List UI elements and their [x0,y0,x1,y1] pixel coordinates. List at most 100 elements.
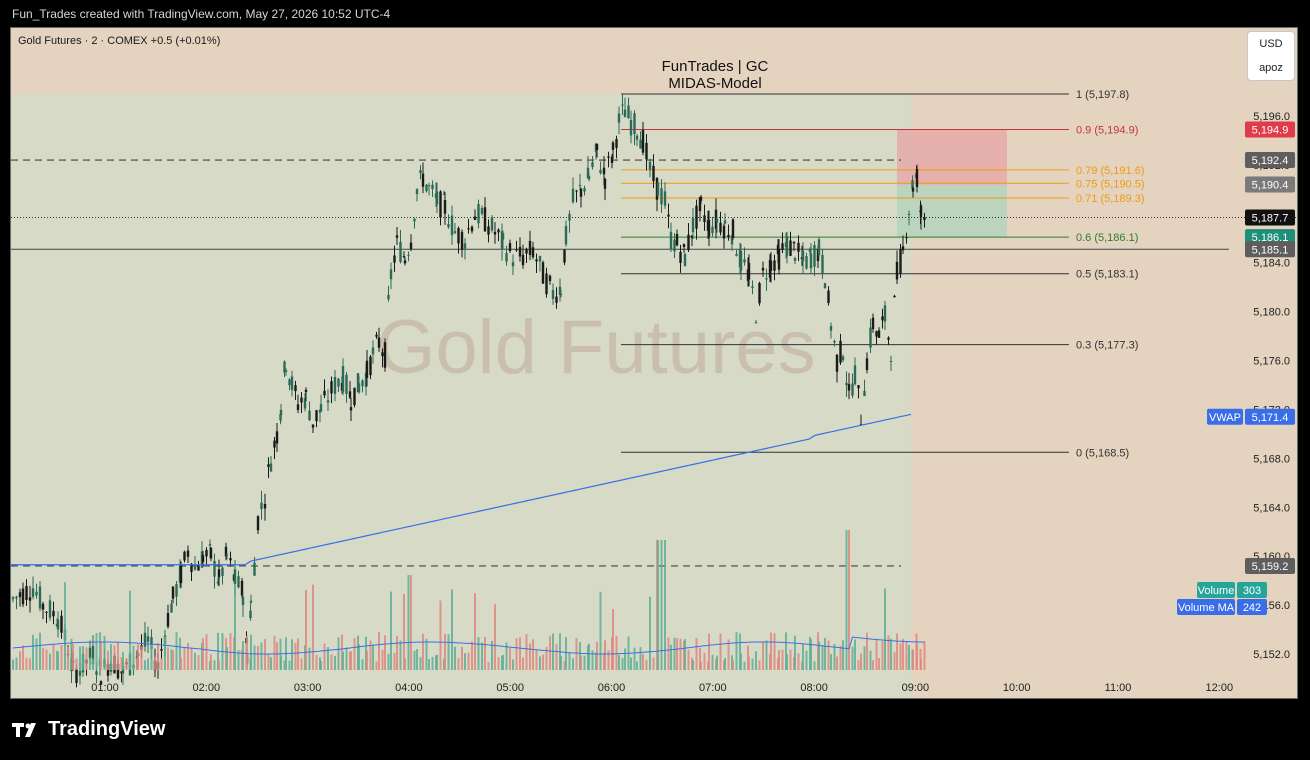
y-axis-tick-label: 5,176.0 [1253,356,1290,368]
x-axis-tick-label: 08:00 [800,682,828,694]
volume-bar [487,661,490,670]
candle-body [719,222,722,233]
candle-body [263,503,267,509]
volume-bar [477,637,480,670]
price-tag-label: 5,186.1 [1252,232,1289,244]
candle-body [905,237,908,239]
candle-body [545,273,548,295]
candle-body [493,231,497,235]
candle-body [754,322,758,324]
candle-body [273,440,276,448]
candle-body [389,269,393,280]
candle-body [695,205,698,229]
volume-bar [568,652,571,670]
candle-body [175,584,178,597]
volume-bar [474,593,476,670]
candle-body [599,169,602,174]
volume-bar [237,650,240,670]
volume-bar [294,642,297,670]
candle-body [813,245,816,267]
volume-bar [857,660,860,670]
volume-bar [660,540,663,670]
volume-bar [920,659,922,670]
volume-bar [836,656,838,670]
candle-body [460,231,464,250]
candle-body [375,334,378,337]
volume-bar [833,643,836,670]
candle-body [224,546,228,557]
candle-body [531,247,535,258]
candle-body [821,254,824,275]
volume-bar [649,596,651,670]
volume-bar [422,633,424,670]
candle-body [563,249,566,263]
volume-bar [497,657,500,670]
price-chart[interactable]: Gold Futures 1 (5,197.8) 0.9 (5,194.9) 0.79… [11,28,1297,698]
y-axis-tick-label: 5,196.0 [1253,111,1290,123]
y-axis-tick-label: 5,184.0 [1253,258,1290,270]
volume-bar [467,652,470,670]
volume-bar [657,540,659,670]
volume-bar [679,638,682,670]
volume-bar [591,650,594,670]
candle-body [521,254,525,266]
volume-bar [821,645,824,670]
volume-bar [288,660,291,670]
currency-selector[interactable]: USD apoz [1247,31,1295,81]
candle-body [915,168,919,188]
fib-level-label: 0.5 (5,183.1) [1076,269,1138,281]
volume-bar [642,654,644,670]
price-tag-label: 5,187.7 [1252,213,1289,225]
candle-body [216,581,220,584]
volume-bar [416,649,418,670]
candle-body [237,576,240,588]
candle-body [78,670,82,676]
volume-value-label: 303 [1243,585,1261,597]
candle-body [348,391,352,398]
volume-bar [563,660,566,670]
candle-body [427,185,431,187]
candle-body [31,588,35,597]
volume-bar [218,660,220,670]
volume-bar [82,646,84,670]
volume-bar [703,652,706,670]
candle-body [501,232,505,240]
volume-bar [839,645,842,670]
volume-bar [330,654,333,670]
short-risk-zone [897,129,1007,185]
price-tag [1245,229,1295,246]
candle-body [871,317,875,330]
volume-bar [684,639,686,670]
candle-body [698,197,702,212]
candle-body [777,248,781,270]
candle-body [415,189,419,195]
candle-body [758,283,761,304]
candle-body [875,331,878,337]
session-zone [11,94,911,698]
candle-body [639,139,642,149]
volume-bar [748,656,750,670]
x-axis-tick-label: 04:00 [395,682,423,694]
candle-body [769,260,773,272]
volume-bar [542,654,544,670]
volume-bar [366,651,368,670]
candle-body [249,600,253,603]
candle-body [847,384,851,391]
y-axis-tick-label: 5,164.0 [1253,502,1290,514]
candle-body [511,262,515,267]
volume-bar [899,643,902,670]
candle-body [722,225,726,239]
chart-frame[interactable]: Gold Futures 1 (5,197.8) 0.9 (5,194.9) 0.79… [10,27,1298,699]
candle-body [480,208,484,214]
volume-bar [765,640,768,670]
candle-body [35,591,38,596]
volume-bar [596,641,598,670]
volume-bar [320,660,322,670]
candle-body [402,255,406,257]
candle-body [447,224,450,228]
candle-body [170,603,173,613]
volume-bar [615,635,618,670]
candle-body [361,380,364,387]
volume-bar [439,600,442,670]
volume-bar [100,641,102,670]
